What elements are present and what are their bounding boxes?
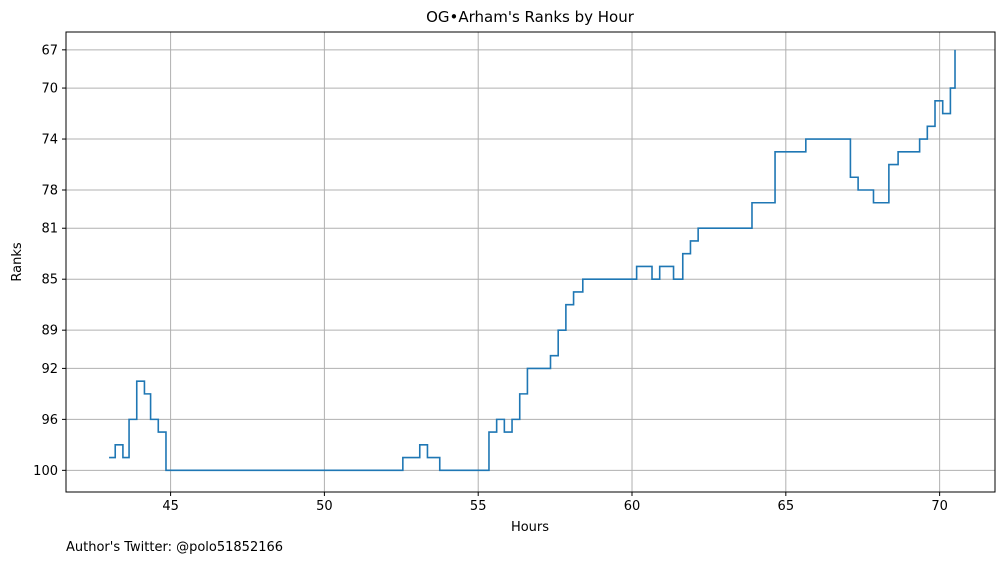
y-tick-label: 67 bbox=[41, 43, 58, 58]
y-tick-label: 70 bbox=[41, 82, 58, 97]
x-tick-label: 50 bbox=[316, 499, 333, 514]
y-tick-label: 74 bbox=[41, 133, 58, 148]
y-tick-label: 96 bbox=[41, 413, 58, 428]
y-tick-label: 85 bbox=[41, 273, 58, 288]
y-tick-label: 81 bbox=[41, 222, 58, 237]
y-tick-label: 100 bbox=[33, 464, 58, 479]
axis-ticks: 45 50 55 60 65 70 67 70 74 78 81 85 89 92 96 100 bbox=[33, 43, 948, 514]
x-tick-label: 65 bbox=[778, 499, 795, 514]
x-axis-label: Hours bbox=[511, 520, 549, 535]
chart-title: OG•Arham's Ranks by Hour bbox=[426, 8, 635, 26]
plot-frame bbox=[65, 31, 996, 493]
rank-series-line bbox=[109, 49, 956, 472]
x-tick-label: 60 bbox=[624, 499, 641, 514]
y-axis-label: Ranks bbox=[10, 242, 25, 281]
y-tick-label: 92 bbox=[41, 362, 58, 377]
x-tick-label: 55 bbox=[470, 499, 487, 514]
y-tick-label: 89 bbox=[41, 324, 58, 339]
author-credit: Author's Twitter: @polo51852166 bbox=[66, 540, 283, 555]
x-tick-label: 45 bbox=[162, 499, 179, 514]
y-tick-label: 78 bbox=[41, 184, 58, 199]
series-lines bbox=[109, 49, 956, 472]
x-tick-label: 70 bbox=[931, 499, 948, 514]
grid-lines bbox=[66, 32, 995, 492]
